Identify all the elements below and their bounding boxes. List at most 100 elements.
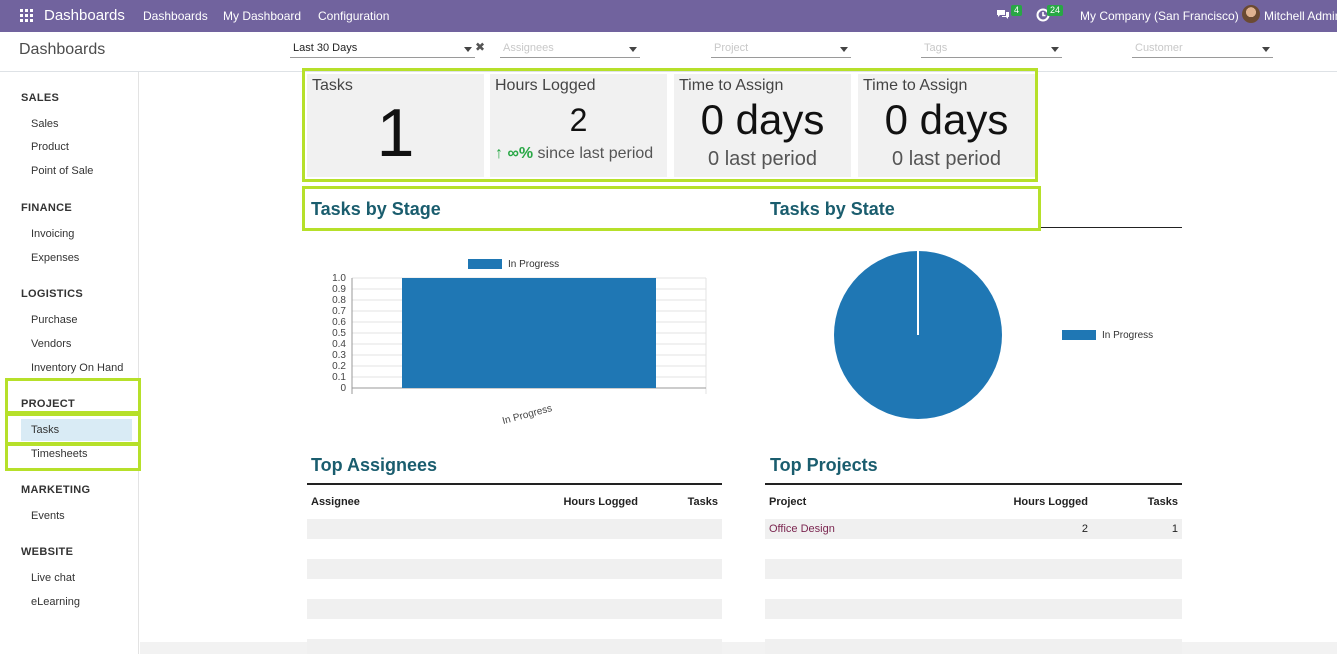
project-filter[interactable]: Project: [711, 41, 851, 58]
kpi-time-to-assign-2[interactable]: Time to Assign 0 days 0 last period: [858, 74, 1035, 177]
bar-chart-y-axis: 1.00.90.80.70.60.50.40.30.20.10: [332, 273, 346, 394]
divider: [1040, 227, 1182, 228]
sidebar-item-events[interactable]: Events: [31, 510, 65, 522]
user-avatar[interactable]: [1242, 5, 1260, 23]
table-row: [765, 559, 1182, 579]
bar-y-tick-label: 0.1: [332, 372, 346, 383]
top-projects-title: Top Projects: [770, 455, 878, 475]
app-brand[interactable]: Dashboards: [44, 7, 125, 24]
sidebar: [0, 72, 139, 654]
bar-chart: 1.00.90.80.70.60.50.40.30.20.10 In Progr…: [332, 259, 707, 425]
bar-y-tick-label: 0.5: [332, 328, 346, 339]
table-row: [765, 619, 1182, 639]
sidebar-item-expenses[interactable]: Expenses: [31, 252, 80, 264]
top-assignees-title: Top Assignees: [311, 455, 438, 475]
sidebar-item-tasks[interactable]: Tasks: [21, 419, 132, 441]
chart-title-tasks-by-state: Tasks by State: [770, 199, 895, 219]
nav-link-dashboards[interactable]: Dashboards: [143, 9, 208, 23]
apps-menu-icon[interactable]: [20, 9, 33, 22]
kpi-label: Tasks: [312, 77, 353, 94]
sidebar-item-purchase[interactable]: Purchase: [31, 314, 78, 326]
col-project[interactable]: Project: [769, 496, 807, 508]
project-tasks: 1: [1092, 519, 1182, 539]
sidebar-item-sales[interactable]: Sales: [31, 118, 59, 130]
customer-filter[interactable]: Customer: [1132, 41, 1273, 58]
sidebar-section-project: PROJECT: [21, 398, 76, 410]
sidebar-item-elearning[interactable]: eLearning: [31, 596, 80, 608]
nav-link-my-dashboard[interactable]: My Dashboard: [223, 9, 302, 23]
chevron-down-icon: [1051, 47, 1059, 52]
pie-legend-swatch: [1062, 330, 1096, 340]
page-title: Dashboards: [19, 41, 106, 58]
sidebar-item-point-of-sale[interactable]: Point of Sale: [31, 165, 94, 177]
messages-icon[interactable]: [996, 9, 1010, 20]
sidebar-item-invoicing[interactable]: Invoicing: [31, 228, 75, 240]
divider: [307, 483, 722, 485]
col-tasks[interactable]: Tasks: [687, 496, 718, 508]
kpi-value: 0 days: [884, 96, 1009, 143]
bar-in-progress: [402, 278, 656, 388]
pie-chart: In Progress: [834, 251, 1153, 419]
company-switcher[interactable]: My Company (San Francisco): [1080, 9, 1239, 23]
sidebar-section-logistics: LOGISTICS: [21, 288, 83, 300]
kpi-hours-logged[interactable]: Hours Logged 2 ↑ ∞% since last period: [490, 74, 667, 177]
kpi-time-to-assign[interactable]: Time to Assign 0 days 0 last period: [674, 74, 851, 177]
activities-badge: 24: [1047, 5, 1064, 16]
table-row: [765, 539, 1182, 559]
projects-table: Project Hours Logged Tasks Office Design…: [765, 485, 1182, 654]
tags-filter[interactable]: Tags: [921, 41, 1062, 58]
table-row: [765, 579, 1182, 599]
assignees-filter[interactable]: Assignees: [500, 41, 640, 58]
col-tasks[interactable]: Tasks: [1147, 496, 1178, 508]
nav-link-configuration[interactable]: Configuration: [318, 9, 390, 23]
period-select[interactable]: Last 30 Days: [290, 41, 475, 58]
sidebar-item-timesheets[interactable]: Timesheets: [31, 448, 88, 460]
bar-y-tick-label: 0.2: [332, 361, 346, 372]
table-row[interactable]: Office Design 2 1: [765, 519, 1182, 539]
table-row: [307, 619, 722, 639]
sidebar-item-product[interactable]: Product: [31, 141, 69, 153]
kpi-label: Time to Assign: [679, 77, 784, 94]
highlight-timesheets-item: [5, 443, 141, 471]
bar-legend-swatch: [468, 259, 502, 269]
bar-y-tick-label: 0.6: [332, 317, 346, 328]
table-row: [307, 539, 722, 559]
sidebar-section-marketing: MARKETING: [21, 484, 91, 496]
kpi-trend-percent: ∞%: [507, 145, 534, 162]
assignees-table: Assignee Hours Logged Tasks: [307, 485, 722, 654]
project-hours: 2: [919, 519, 1092, 539]
col-hours-logged[interactable]: Hours Logged: [563, 496, 638, 508]
kpi-label: Time to Assign: [863, 77, 968, 94]
top-navbar: Dashboards Dashboards My Dashboard Confi…: [0, 0, 1337, 32]
bar-y-tick-label: 0.9: [332, 284, 346, 295]
highlight-project-section: [5, 378, 141, 414]
bar-y-tick-label: 0.8: [332, 295, 346, 306]
kpi-label: Hours Logged: [495, 77, 596, 94]
assignees-placeholder: Assignees: [503, 42, 554, 54]
table-row: [307, 579, 722, 599]
sidebar-item-inventory-on-hand[interactable]: Inventory On Hand: [31, 362, 124, 374]
user-menu[interactable]: Mitchell Admin: [1264, 9, 1337, 23]
table-row: [307, 599, 722, 619]
bar-y-tick-label: 0.3: [332, 350, 346, 361]
chevron-down-icon: [1262, 47, 1270, 52]
sidebar-item-vendors[interactable]: Vendors: [31, 338, 72, 350]
sidebar-item-live-chat[interactable]: Live chat: [31, 572, 76, 584]
kpi-previous: 0 last period: [708, 148, 817, 170]
bar-x-tick-label: In Progress: [501, 403, 553, 425]
kpi-trend-text: since last period: [537, 145, 654, 162]
chart-title-tasks-by-stage: Tasks by Stage: [311, 199, 441, 219]
col-hours-logged[interactable]: Hours Logged: [1013, 496, 1088, 508]
tags-placeholder: Tags: [924, 42, 948, 54]
bar-y-tick-label: 0.4: [332, 339, 346, 350]
col-assignee[interactable]: Assignee: [311, 496, 360, 508]
table-row: [765, 599, 1182, 619]
project-name-link[interactable]: Office Design: [765, 519, 920, 539]
customer-placeholder: Customer: [1135, 42, 1183, 54]
clear-period-icon[interactable]: ✖: [475, 40, 486, 54]
bar-y-tick-label: 0.7: [332, 306, 346, 317]
sidebar-section-finance: FINANCE: [21, 202, 72, 214]
sidebar-section-website: WEBSITE: [21, 546, 74, 558]
kpi-previous: 0 last period: [892, 148, 1001, 170]
kpi-tasks[interactable]: Tasks 1: [307, 74, 484, 177]
